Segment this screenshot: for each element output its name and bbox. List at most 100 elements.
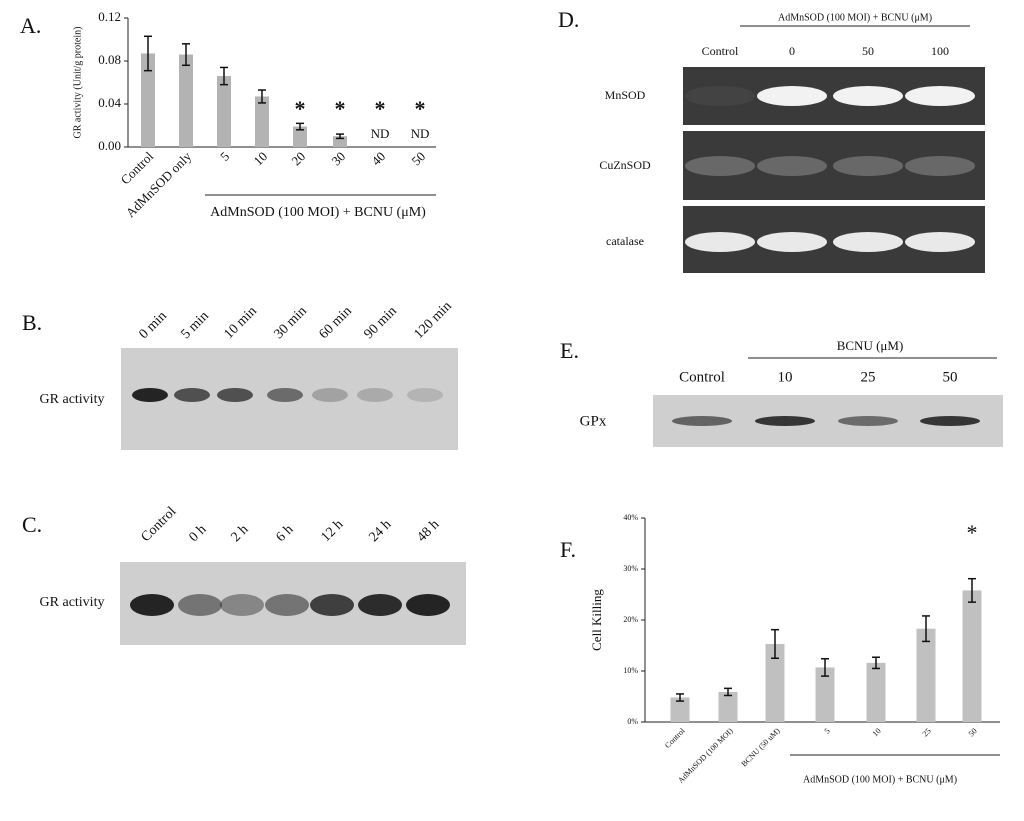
bar bbox=[179, 54, 193, 147]
error-bar bbox=[724, 687, 732, 697]
lane-label: 25 bbox=[861, 369, 876, 385]
lane-label: 10 bbox=[778, 369, 793, 385]
panel-letter: A. bbox=[20, 13, 41, 38]
blot-band bbox=[833, 86, 903, 106]
x-tick-label: 50 bbox=[967, 726, 979, 738]
error-bar bbox=[676, 693, 684, 702]
blot-band bbox=[833, 232, 903, 252]
significance: * bbox=[335, 96, 346, 121]
row-label: catalase bbox=[606, 234, 644, 248]
lane-label: 24 h bbox=[366, 517, 394, 545]
row-label: CuZnSOD bbox=[599, 158, 651, 172]
blot-band bbox=[312, 388, 348, 402]
lane-label: Control bbox=[138, 504, 179, 545]
x-tick-label: 10 bbox=[250, 149, 270, 169]
blot-band bbox=[757, 156, 827, 176]
blot-band bbox=[178, 594, 222, 616]
blot-band bbox=[406, 594, 450, 616]
lane-label: 48 h bbox=[414, 517, 442, 545]
nd-label: ND bbox=[411, 126, 430, 141]
bar bbox=[916, 628, 936, 722]
bar bbox=[141, 53, 155, 147]
blot-band bbox=[905, 86, 975, 106]
y-tick-label: 10% bbox=[623, 666, 638, 675]
y-tick-label: 20% bbox=[623, 615, 638, 624]
lane-label: Control bbox=[679, 369, 725, 385]
lane-label: 0 h bbox=[186, 522, 209, 545]
lane-header: BCNU (μM) bbox=[837, 338, 904, 353]
blot-band bbox=[358, 594, 402, 616]
lane-label: 60 min bbox=[316, 304, 354, 342]
bar bbox=[255, 96, 269, 147]
panel-letter: E. bbox=[560, 338, 579, 363]
error-bar bbox=[821, 658, 829, 677]
bar bbox=[765, 643, 785, 722]
error-bar bbox=[968, 577, 976, 603]
lane-label: 120 min bbox=[411, 299, 454, 342]
bar bbox=[962, 590, 982, 722]
y-tick-label: 0% bbox=[627, 717, 638, 726]
panel-letter: F. bbox=[560, 537, 576, 562]
error-bar bbox=[258, 89, 266, 104]
blot-band bbox=[267, 388, 303, 402]
lane-label: 5 min bbox=[178, 309, 211, 342]
x-tick-label: Control bbox=[663, 726, 687, 750]
error-bar bbox=[336, 133, 344, 140]
blot-band bbox=[217, 388, 253, 402]
blot-band bbox=[920, 416, 980, 426]
significance: * bbox=[375, 96, 386, 121]
blot-band bbox=[905, 156, 975, 176]
blot-band bbox=[672, 416, 732, 426]
blot-band bbox=[685, 232, 755, 252]
y-axis-label: Cell Killing bbox=[589, 589, 604, 651]
lane-label: 0 min bbox=[136, 309, 169, 342]
blot-band bbox=[838, 416, 898, 426]
bar bbox=[670, 697, 690, 722]
x-tick-label: 20 bbox=[288, 149, 308, 169]
blot-band bbox=[755, 416, 815, 426]
x-tick-label: AdMnSOD only bbox=[123, 148, 195, 220]
lane-header: AdMnSOD (100 MOI) + BCNU (μM) bbox=[778, 12, 932, 23]
blot-band bbox=[265, 594, 309, 616]
x-tick-label: 25 bbox=[921, 726, 933, 738]
blot-band bbox=[685, 156, 755, 176]
y-tick-label: 0.00 bbox=[98, 138, 121, 153]
bar bbox=[815, 667, 835, 722]
lane-label: 10 min bbox=[221, 304, 259, 342]
lane-label: 90 min bbox=[361, 304, 399, 342]
blot-band bbox=[357, 388, 393, 402]
panel-letter: B. bbox=[22, 310, 42, 335]
group-label: AdMnSOD (100 MOI) + BCNU (μM) bbox=[803, 774, 957, 785]
y-tick-label: 0.04 bbox=[98, 95, 121, 110]
blot-band bbox=[905, 232, 975, 252]
error-bar bbox=[220, 66, 228, 86]
blot-band bbox=[685, 86, 755, 106]
lane-label: 50 bbox=[943, 369, 958, 385]
x-tick-label: AdMnSOD (100 MOI) bbox=[676, 726, 735, 785]
x-tick-label: BCNU (50 uM) bbox=[740, 726, 782, 768]
panel-letter: D. bbox=[558, 7, 579, 32]
lane-label: 2 h bbox=[228, 522, 251, 545]
blot-band bbox=[757, 86, 827, 106]
lane-label: 0 bbox=[789, 44, 795, 58]
significance: * bbox=[295, 96, 306, 121]
lane-label: 50 bbox=[862, 44, 874, 58]
y-tick-label: 40% bbox=[623, 513, 638, 522]
x-tick-label: 10 bbox=[871, 726, 883, 738]
lane-label: 30 min bbox=[271, 304, 309, 342]
blot-band bbox=[174, 388, 210, 402]
x-tick-label: 50 bbox=[408, 149, 428, 169]
significance: * bbox=[415, 96, 426, 121]
lane-label: 12 h bbox=[318, 517, 346, 545]
blot-band bbox=[130, 594, 174, 616]
y-tick-label: 30% bbox=[623, 564, 638, 573]
row-label: MnSOD bbox=[605, 88, 646, 102]
x-tick-label: 5 bbox=[217, 149, 232, 164]
error-bar bbox=[182, 43, 190, 67]
row-label: GR activity bbox=[40, 392, 105, 407]
error-bar bbox=[296, 122, 304, 131]
blot-band bbox=[757, 232, 827, 252]
y-axis-label: GR activity (Unit/g protein) bbox=[72, 27, 83, 139]
error-bar bbox=[771, 628, 779, 659]
blot-band bbox=[132, 388, 168, 402]
